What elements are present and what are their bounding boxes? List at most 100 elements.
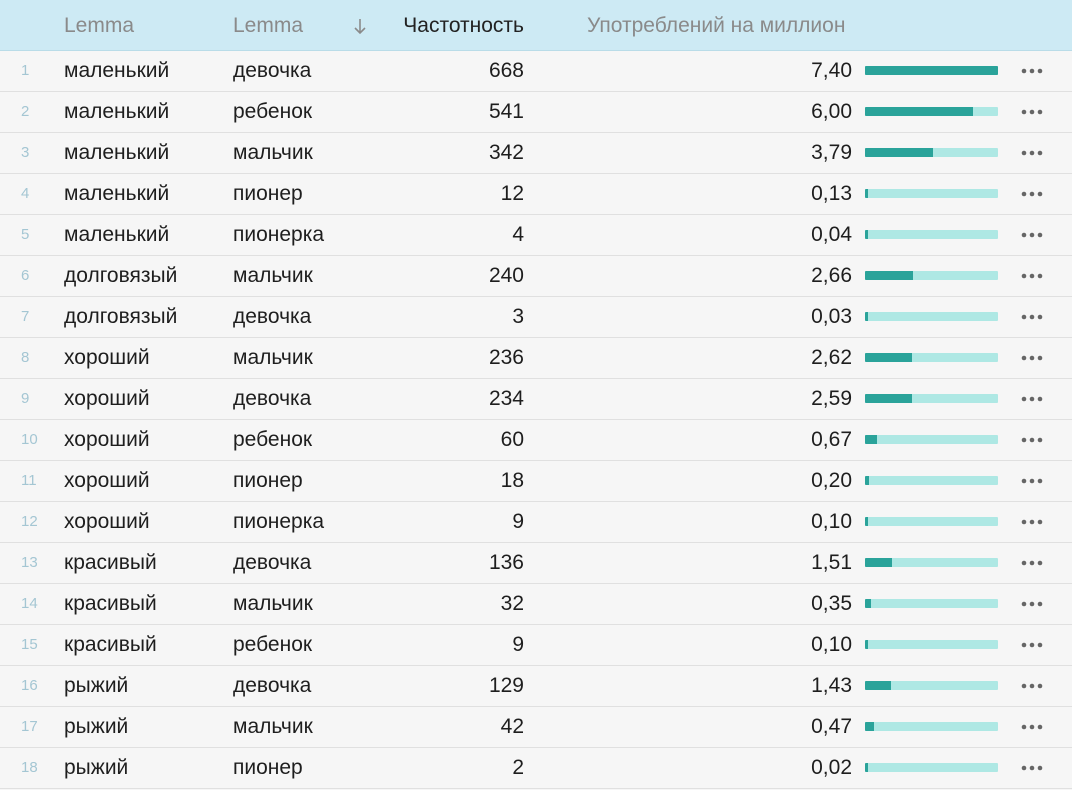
lemma-1-cell[interactable]: хороший	[64, 469, 150, 492]
column-header-lemma-1[interactable]: Lemma	[64, 14, 135, 37]
more-icon[interactable]	[1019, 297, 1045, 337]
lemma-2-cell[interactable]: девочка	[233, 387, 312, 410]
more-icon[interactable]	[1019, 338, 1045, 378]
ipm-bar-fill	[865, 394, 912, 403]
ipm-cell: 1,51	[811, 551, 852, 574]
table-row[interactable]: 1 маленький девочка 668 7,40	[0, 51, 1072, 92]
lemma-2-cell[interactable]: мальчик	[233, 715, 313, 738]
more-icon[interactable]	[1019, 92, 1045, 132]
table-row[interactable]: 6 долговязый мальчик 240 2,66	[0, 256, 1072, 297]
more-icon[interactable]	[1019, 133, 1045, 173]
ipm-bar	[865, 476, 998, 485]
table-row[interactable]: 8 хороший мальчик 236 2,62	[0, 338, 1072, 379]
table-row[interactable]: 15 красивый ребенок 9 0,10	[0, 625, 1072, 666]
row-number: 4	[21, 185, 30, 202]
more-icon[interactable]	[1019, 379, 1045, 419]
lemma-1-cell[interactable]: долговязый	[64, 264, 178, 287]
column-header-frequency[interactable]: Частотность	[403, 14, 524, 37]
table-row[interactable]: 16 рыжий девочка 129 1,43	[0, 666, 1072, 707]
more-icon[interactable]	[1019, 420, 1045, 460]
lemma-1-cell[interactable]: рыжий	[64, 715, 129, 738]
frequency-cell: 541	[488, 100, 524, 123]
lemma-2-cell[interactable]: девочка	[233, 305, 312, 328]
lemma-1-cell[interactable]: красивый	[64, 592, 157, 615]
lemma-2-cell[interactable]: мальчик	[233, 346, 313, 369]
lemma-1-cell[interactable]: маленький	[64, 59, 170, 82]
frequency-cell: 236	[488, 346, 524, 369]
lemma-2-cell[interactable]: ребенок	[233, 633, 313, 656]
more-icon[interactable]	[1019, 174, 1045, 214]
lemma-2-cell[interactable]: ребенок	[233, 100, 313, 123]
lemma-1-cell[interactable]: маленький	[64, 141, 170, 164]
ipm-cell: 0,13	[811, 182, 852, 205]
more-icon[interactable]	[1019, 666, 1045, 706]
table-row[interactable]: 2 маленький ребенок 541 6,00	[0, 92, 1072, 133]
lemma-2-cell[interactable]: пионер	[233, 756, 303, 779]
lemma-1-cell[interactable]: рыжий	[64, 674, 129, 697]
frequency-cell: 4	[512, 223, 524, 246]
lemma-1-cell[interactable]: красивый	[64, 633, 157, 656]
lemma-2-cell[interactable]: девочка	[233, 551, 312, 574]
ipm-bar-fill	[865, 312, 868, 321]
more-icon[interactable]	[1019, 256, 1045, 296]
row-number: 18	[21, 759, 38, 776]
table-row[interactable]: 12 хороший пионерка 9 0,10	[0, 502, 1072, 543]
lemma-2-cell[interactable]: девочка	[233, 59, 312, 82]
ipm-cell: 1,43	[811, 674, 852, 697]
ipm-bar	[865, 353, 998, 362]
row-number: 11	[21, 472, 37, 489]
frequency-cell: 3	[512, 305, 524, 328]
lemma-1-cell[interactable]: хороший	[64, 387, 150, 410]
row-number: 2	[21, 103, 30, 120]
table-row[interactable]: 10 хороший ребенок 60 0,67	[0, 420, 1072, 461]
lemma-1-cell[interactable]: хороший	[64, 510, 150, 533]
lemma-1-cell[interactable]: маленький	[64, 223, 170, 246]
table-row[interactable]: 9 хороший девочка 234 2,59	[0, 379, 1072, 420]
lemma-1-cell[interactable]: долговязый	[64, 305, 178, 328]
more-icon[interactable]	[1019, 625, 1045, 665]
lemma-1-cell[interactable]: красивый	[64, 551, 157, 574]
lemma-1-cell[interactable]: рыжий	[64, 756, 129, 779]
more-icon[interactable]	[1019, 584, 1045, 624]
table-row[interactable]: 7 долговязый девочка 3 0,03	[0, 297, 1072, 338]
lemma-2-cell[interactable]: мальчик	[233, 141, 313, 164]
arrow-down-icon[interactable]	[350, 0, 370, 51]
table-row[interactable]: 11 хороший пионер 18 0,20	[0, 461, 1072, 502]
lemma-2-cell[interactable]: ребенок	[233, 428, 313, 451]
ipm-cell: 3,79	[811, 141, 852, 164]
more-icon[interactable]	[1019, 748, 1045, 788]
lemma-2-cell[interactable]: девочка	[233, 674, 312, 697]
table-row[interactable]: 13 красивый девочка 136 1,51	[0, 543, 1072, 584]
lemma-2-cell[interactable]: пионер	[233, 469, 303, 492]
row-number: 5	[21, 226, 30, 243]
lemma-1-cell[interactable]: маленький	[64, 100, 170, 123]
lemma-1-cell[interactable]: хороший	[64, 428, 150, 451]
table-row[interactable]: 17 рыжий мальчик 42 0,47	[0, 707, 1072, 748]
table-row[interactable]: 4 маленький пионер 12 0,13	[0, 174, 1072, 215]
table-row[interactable]: 5 маленький пионерка 4 0,04	[0, 215, 1072, 256]
table-row[interactable]: 3 маленький мальчик 342 3,79	[0, 133, 1072, 174]
lemma-1-cell[interactable]: хороший	[64, 346, 150, 369]
lemma-2-cell[interactable]: пионерка	[233, 510, 325, 533]
table-row[interactable]: 14 красивый мальчик 32 0,35	[0, 584, 1072, 625]
more-icon[interactable]	[1019, 543, 1045, 583]
ipm-cell: 2,59	[811, 387, 852, 410]
more-icon[interactable]	[1019, 502, 1045, 542]
row-number: 8	[21, 349, 30, 366]
lemma-2-cell[interactable]: мальчик	[233, 264, 313, 287]
table-row[interactable]: 18 рыжий пионер 2 0,02	[0, 748, 1072, 789]
more-icon[interactable]	[1019, 215, 1045, 255]
more-icon[interactable]	[1019, 707, 1045, 747]
ipm-cell: 0,10	[811, 510, 852, 533]
ipm-cell: 7,40	[811, 59, 852, 82]
lemma-2-cell[interactable]: мальчик	[233, 592, 313, 615]
lemma-2-cell[interactable]: пионерка	[233, 223, 325, 246]
ipm-bar	[865, 722, 998, 731]
more-icon[interactable]	[1019, 461, 1045, 501]
lemma-1-cell[interactable]: маленький	[64, 182, 170, 205]
more-icon[interactable]	[1019, 51, 1045, 91]
column-header-ipm[interactable]: Употреблений на миллион	[587, 14, 846, 37]
column-header-lemma-2[interactable]: Lemma	[233, 14, 304, 37]
lemma-2-cell[interactable]: пионер	[233, 182, 303, 205]
